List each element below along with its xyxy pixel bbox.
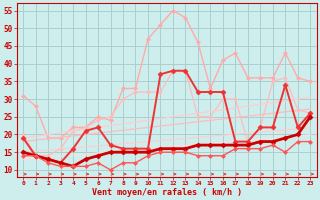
X-axis label: Vent moyen/en rafales ( km/h ): Vent moyen/en rafales ( km/h ) <box>92 188 242 197</box>
